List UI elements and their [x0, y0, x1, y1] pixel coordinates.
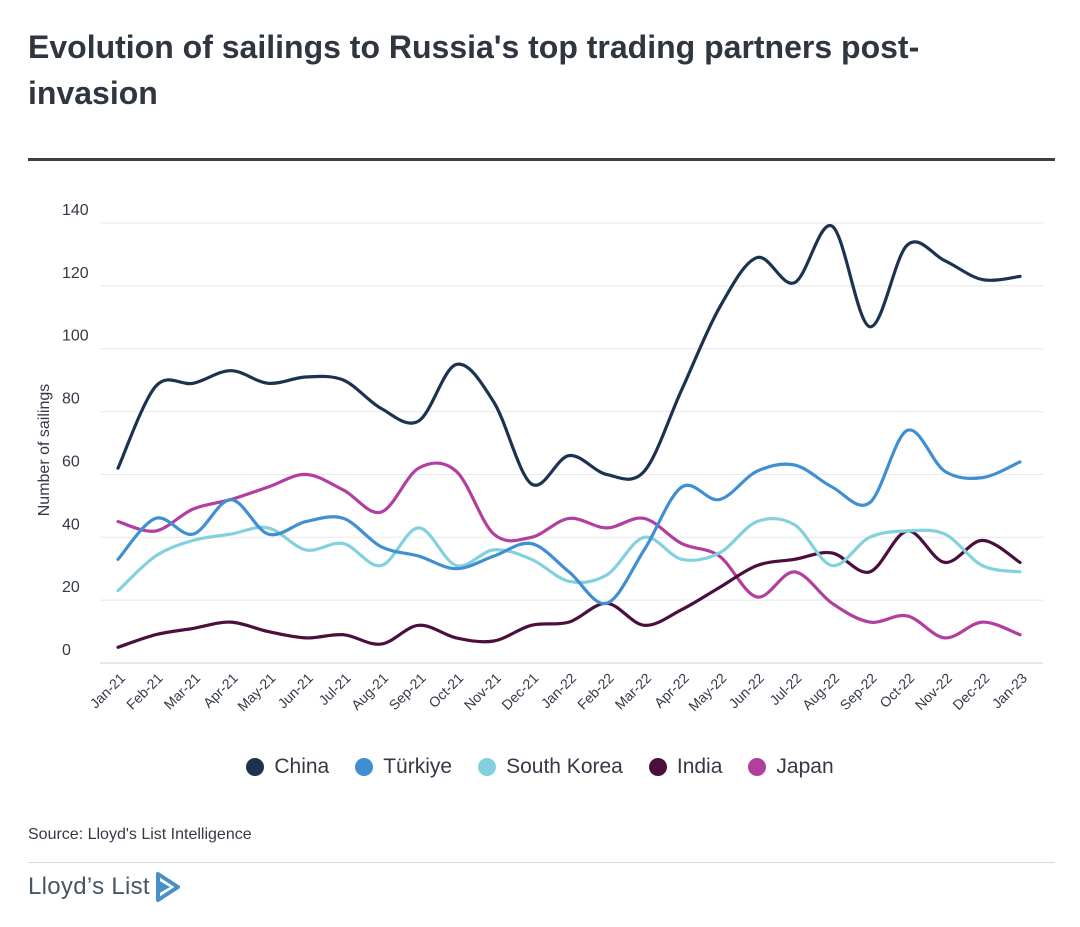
x-tick-label: May-22 — [685, 670, 729, 714]
x-tick-label: May-21 — [234, 670, 278, 714]
legend-label: India — [676, 755, 723, 778]
legend-item[interactable]: Türkiye — [355, 755, 452, 779]
legend-label: Türkiye — [383, 755, 453, 778]
x-tick-label: Jan-21 — [87, 670, 129, 712]
x-tick-label: Jan-23 — [989, 670, 1031, 712]
x-tick-label: Jan-22 — [538, 670, 580, 712]
x-tick-label: Dec-22 — [949, 670, 992, 713]
legend-label: Japan — [776, 755, 834, 778]
y-tick-label: 20 — [62, 579, 80, 596]
y-axis-label: Number of sailings — [36, 384, 53, 517]
x-tick-label: Nov-21 — [461, 670, 504, 713]
legend-item[interactable]: India — [648, 755, 723, 779]
series-line-south-korea — [116, 516, 1022, 593]
x-tick-label: Dec-21 — [498, 670, 541, 713]
title-divider — [28, 158, 1055, 161]
legend-label: South Korea — [506, 755, 623, 778]
legend-dot-icon — [246, 758, 265, 776]
x-tick-label: Jun-21 — [274, 670, 316, 712]
x-tick-label: Sep-22 — [837, 670, 880, 713]
legend-item[interactable]: South Korea — [478, 755, 623, 779]
legend-dot-icon — [355, 758, 374, 776]
source-note: Source: Lloyd's List Intelligence — [28, 826, 252, 843]
play-triangle-icon — [155, 872, 180, 902]
chart-title: Evolution of sailings to Russia's top tr… — [28, 29, 920, 111]
x-tick-label: Aug-21 — [348, 670, 391, 713]
x-tick-label: Jun-22 — [725, 670, 767, 712]
legend-dot-icon — [478, 758, 497, 776]
x-tick-label: Mar-22 — [612, 670, 655, 713]
brand-name: Lloyd’s List — [28, 873, 150, 900]
legend-label: China — [274, 755, 330, 778]
y-tick-label: 60 — [62, 453, 80, 470]
y-tick-label: 140 — [62, 202, 89, 219]
line-chart: 0 20 40 60 80 100 120 140 Number of sailings Ja… — [36, 202, 1043, 714]
y-tick-label: 120 — [62, 265, 89, 282]
x-tick-label: Oct-22 — [876, 670, 917, 711]
legend-item[interactable]: China — [246, 755, 329, 779]
series-line-india — [116, 529, 1022, 649]
x-tick-label: Aug-22 — [799, 670, 842, 713]
legend-item[interactable]: Japan — [748, 755, 834, 779]
legend-dot-icon — [748, 758, 767, 776]
x-tick-label: Sep-21 — [386, 670, 429, 713]
y-axis-ticks: 0 20 40 60 80 100 120 140 — [62, 202, 89, 659]
series-line-t-rkiye — [116, 428, 1022, 606]
x-tick-label: Feb-21 — [123, 670, 166, 713]
y-tick-label: 100 — [62, 328, 89, 345]
footer-divider — [28, 862, 1055, 863]
y-tick-label: 80 — [62, 391, 80, 408]
brand-logo[interactable]: Lloyd’s List — [28, 872, 180, 902]
x-tick-label: Mar-21 — [161, 670, 204, 713]
x-tick-label: Feb-22 — [574, 670, 617, 713]
x-tick-label: Nov-22 — [912, 670, 955, 713]
chart-legend: China Türkiye South Korea India Japan — [0, 755, 1080, 779]
y-tick-label: 40 — [62, 516, 80, 533]
legend-dot-icon — [648, 758, 667, 776]
y-tick-label: 0 — [62, 642, 71, 659]
x-tick-label: Oct-21 — [425, 670, 466, 711]
series-line-japan — [116, 461, 1022, 640]
series-lines — [116, 224, 1022, 649]
grid-lines — [100, 222, 1043, 664]
series-line-china — [116, 224, 1022, 487]
